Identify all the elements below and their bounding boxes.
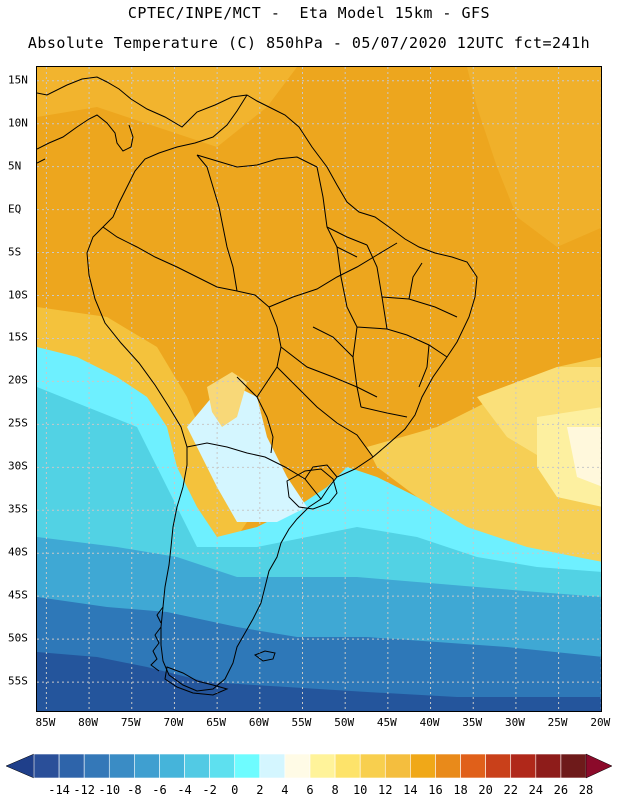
caribbean-zone — [37, 67, 297, 147]
colorbar-label: 18 — [453, 783, 467, 797]
colorbar-bin — [535, 753, 562, 779]
colorbar-label: 28 — [579, 783, 593, 797]
lat-label: 5S — [8, 245, 22, 259]
lon-label: 50W — [334, 716, 355, 729]
lat-label: 10N — [8, 116, 28, 130]
map-svg — [37, 67, 601, 711]
lat-label: 30S — [8, 459, 28, 473]
colorbar-bin — [259, 753, 286, 779]
lat-label: 40S — [8, 545, 28, 559]
andes-cool-corridor — [187, 387, 307, 522]
colorbar-bin — [309, 753, 336, 779]
colorbar-bin — [134, 753, 160, 779]
colorbar-bin — [284, 753, 311, 779]
colorbar-bin — [359, 753, 386, 779]
tierra-del-fuego-outline — [164, 666, 229, 696]
colorbar-label: 8 — [331, 783, 338, 797]
colorbar-label: 2 — [256, 783, 263, 797]
title-line-1: CPTEC/INPE/MCT - Eta Model 15km - GFS — [127, 4, 491, 22]
colorbar-bin — [510, 753, 537, 779]
lon-label: 25W — [547, 716, 568, 729]
lon-label: 35W — [462, 716, 483, 729]
colorbar-label: 22 — [504, 783, 518, 797]
atlantic-warm-zone — [467, 67, 601, 247]
coastlines-and-borders — [37, 76, 478, 696]
lat-label: EQ — [8, 202, 22, 216]
atlantic-cream-zone — [567, 427, 601, 487]
colorbar-label: -10 — [98, 783, 120, 797]
colorbar-bin — [485, 753, 512, 779]
lon-label: 20W — [590, 716, 611, 729]
colorbar-bin — [384, 753, 411, 779]
lat-label: 35S — [8, 502, 28, 516]
lat-label: 25S — [8, 416, 28, 430]
lon-label: 55W — [291, 716, 312, 729]
colorbar: -14 -12 -10 -8 -6 -4 -2 0 2 4 6 8 10 12 14 16 18 20 22 24 26… — [5, 753, 613, 797]
falklands-outline — [253, 650, 276, 662]
lat-label: 45S — [8, 588, 28, 602]
lon-label: 30W — [504, 716, 525, 729]
colorbar-label: 10 — [353, 783, 367, 797]
colorbar-label: -2 — [202, 783, 216, 797]
colorbar-bin — [184, 753, 210, 779]
colorbar-bin — [33, 753, 60, 779]
colorbar-bin — [334, 753, 361, 779]
lat-label: 15S — [8, 330, 28, 344]
lon-label: 80W — [78, 716, 98, 729]
uruguay-outline — [286, 468, 338, 510]
central-america-outline — [37, 114, 134, 164]
colorbar-label: 24 — [529, 783, 543, 797]
colorbar-under-arrow — [5, 753, 35, 779]
graticule — [37, 67, 601, 711]
colorbar-label: -12 — [73, 783, 95, 797]
lat-label: 5N — [8, 159, 22, 173]
colorbar-label: -8 — [127, 783, 141, 797]
lon-label: 40W — [419, 716, 440, 729]
map-panel — [36, 66, 602, 712]
colorbar-label: 12 — [378, 783, 392, 797]
colorbar-label: 4 — [281, 783, 288, 797]
lat-label: 15N — [8, 73, 28, 87]
lat-label: 55S — [8, 674, 28, 688]
colorbar-bin — [159, 753, 185, 779]
colorbar-label: 0 — [231, 783, 238, 797]
colorbar-label: -4 — [177, 783, 191, 797]
lon-label: 60W — [248, 716, 269, 729]
colorbar-bin — [234, 753, 261, 779]
colorbar-bin — [108, 753, 135, 779]
colorbar-over-arrow — [585, 753, 613, 779]
colorbar-bin — [209, 753, 236, 779]
lon-label: 85W — [35, 716, 56, 729]
colorbar-label: 6 — [306, 783, 313, 797]
colorbar-bin — [560, 753, 587, 779]
colorbar-bin — [83, 753, 110, 779]
colorbar-label: -6 — [152, 783, 166, 797]
brazil-state-borders — [312, 226, 458, 418]
lon-label: 75W — [120, 716, 141, 729]
lon-label: 45W — [376, 716, 397, 729]
chile-coast-islands — [150, 606, 164, 672]
colorbar-label: 26 — [554, 783, 568, 797]
lon-label: 65W — [206, 716, 227, 729]
colorbar-bin — [460, 753, 486, 779]
colorbar-bin — [58, 753, 85, 779]
colorbar-label: -14 — [48, 783, 70, 797]
colorbar-bin — [435, 753, 461, 779]
colorbar-bin — [410, 753, 436, 779]
lat-label: 50S — [8, 631, 28, 645]
colorbar-label: 16 — [428, 783, 442, 797]
lon-label: 70W — [163, 716, 184, 729]
colorbar-label: 14 — [403, 783, 417, 797]
lat-label: 10S — [8, 288, 28, 301]
title-line-2: Absolute Temperature (C) 850hPa - 05/07/… — [27, 34, 591, 52]
cold-deepest-zone — [37, 652, 601, 711]
colorbar-label: 20 — [478, 783, 492, 797]
south-america-outline — [37, 76, 478, 692]
lat-label: 20S — [8, 373, 28, 387]
